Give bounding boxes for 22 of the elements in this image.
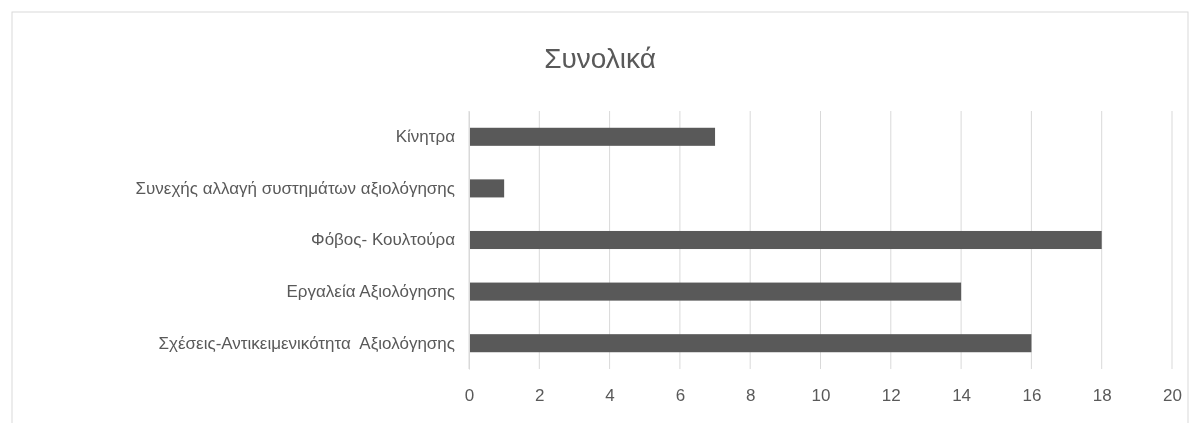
x-tick-label: 6: [675, 386, 686, 406]
x-tick-label: 18: [1092, 386, 1112, 406]
y-tick-label: Εργαλεία Αξιολόγησης: [286, 282, 455, 302]
bar: [469, 179, 505, 198]
x-tick-label: 20: [1163, 386, 1182, 406]
x-tick-label: 14: [952, 386, 972, 406]
y-tick-label: Σχέσεις-Αντικειμενικότητα Αξιολόγησης: [158, 333, 455, 353]
bar: [469, 127, 716, 146]
x-tick-label: 2: [535, 386, 545, 406]
x-tick-label: 16: [1022, 386, 1042, 406]
x-tick-label: 10: [811, 386, 831, 406]
x-tick-label: 0: [464, 386, 475, 406]
y-tick-label: Συνεχής αλλαγή συστημάτων αξιολόγησης: [135, 178, 455, 198]
chart-title: Συνολικά: [544, 43, 656, 74]
bar: [469, 230, 1102, 250]
x-tick-label: 4: [605, 386, 615, 406]
bar: [469, 282, 962, 301]
y-tick-label: Κίνητρα: [395, 127, 456, 147]
x-tick-label: 8: [745, 386, 756, 406]
bar: [469, 334, 1032, 353]
x-tick-label: 12: [881, 386, 901, 406]
y-tick-label: Φόβος- Κουλτούρα: [311, 230, 456, 250]
